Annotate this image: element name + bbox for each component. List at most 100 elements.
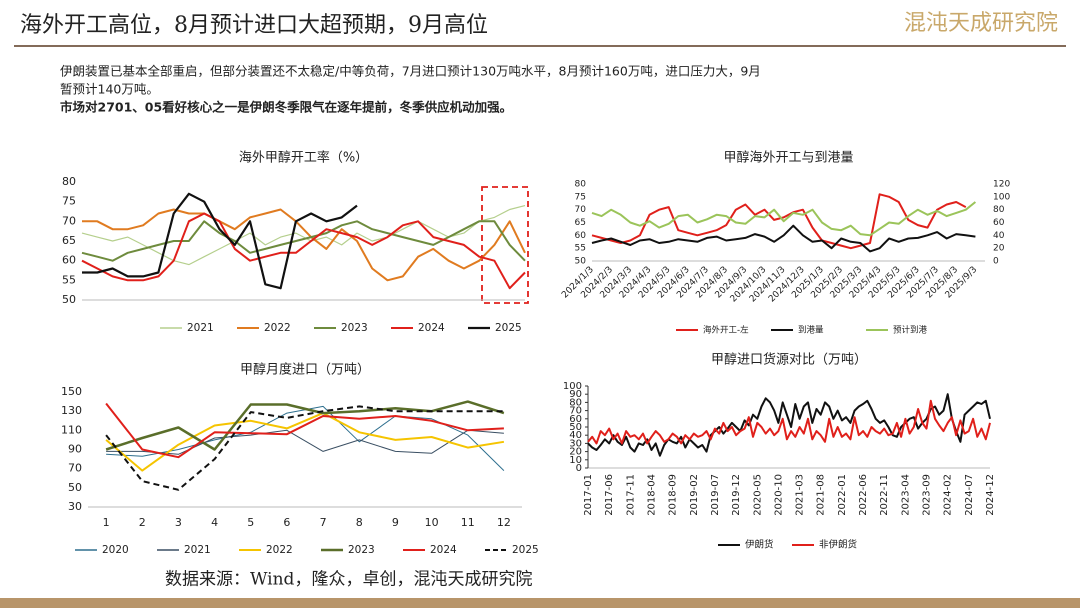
y-tick-label: 60 bbox=[569, 414, 582, 425]
legend-label: 2024 bbox=[430, 544, 457, 556]
x-tick-label: 11 bbox=[461, 516, 475, 529]
y-tick-label: 100 bbox=[563, 381, 582, 392]
y-tick-label: 50 bbox=[68, 481, 82, 494]
legend-label: 海外开工-左 bbox=[703, 325, 749, 336]
y-tick-label: 70 bbox=[569, 406, 582, 417]
y-tick-label: 55 bbox=[62, 273, 76, 286]
x-tick-label: 12 bbox=[497, 516, 511, 529]
x-tick-label: 1 bbox=[103, 516, 110, 529]
y2-tick-label: 120 bbox=[993, 180, 1010, 190]
series-line bbox=[591, 201, 977, 237]
legend-label: 2023 bbox=[341, 322, 368, 334]
x-tick-label: 2019-02 bbox=[689, 474, 700, 516]
y-tick-label: 30 bbox=[68, 500, 82, 513]
y-tick-label: 55 bbox=[575, 244, 586, 254]
y-tick-label: 50 bbox=[62, 293, 76, 306]
x-tick-label: 2017-11 bbox=[625, 474, 636, 516]
x-tick-label: 10 bbox=[425, 516, 439, 529]
series-line bbox=[591, 193, 967, 250]
footer-bar bbox=[0, 598, 1080, 608]
legend-label: 非伊朗货 bbox=[819, 539, 857, 551]
body-line: 伊朗装置已基本全部重启，但部分装置还不太稳定/中等负荷，7月进口预计130万吨水… bbox=[60, 64, 761, 79]
legend-label: 2022 bbox=[264, 322, 291, 334]
y-tick-label: 20 bbox=[569, 447, 582, 458]
series-line bbox=[81, 205, 526, 266]
source-note: 数据来源：Wind，隆众，卓创，混沌天成研究院 bbox=[165, 570, 532, 590]
y-tick-label: 80 bbox=[575, 180, 587, 190]
legend-label: 2024 bbox=[418, 322, 445, 334]
y-tick-label: 75 bbox=[575, 192, 586, 202]
y-tick-label: 65 bbox=[575, 218, 586, 228]
x-tick-label: 2024-12 bbox=[985, 474, 996, 516]
x-tick-label: 2019-07 bbox=[710, 474, 721, 516]
series-line bbox=[591, 224, 976, 253]
legend-label: 预计到港 bbox=[893, 325, 928, 336]
y-tick-label: 130 bbox=[61, 404, 82, 417]
highlight-box bbox=[481, 186, 529, 304]
y2-tick-label: 20 bbox=[993, 244, 1005, 254]
x-tick-label: 2023-04 bbox=[900, 474, 911, 516]
series-line bbox=[105, 400, 505, 451]
y-tick-label: 150 bbox=[61, 385, 82, 398]
x-tick-label: 2020-10 bbox=[773, 474, 784, 516]
x-tick-label: 2 bbox=[139, 516, 146, 529]
y-tick-label: 50 bbox=[575, 257, 587, 267]
x-tick-label: 2023-09 bbox=[922, 474, 933, 516]
y-tick-label: 65 bbox=[62, 234, 76, 247]
x-tick-label: 2022-11 bbox=[879, 474, 890, 516]
logo: 混沌天成研究院 bbox=[904, 11, 1058, 36]
y-tick-label: 75 bbox=[62, 195, 76, 208]
y2-tick-label: 40 bbox=[993, 231, 1005, 241]
y-tick-label: 0 bbox=[576, 463, 582, 474]
series-line bbox=[105, 402, 504, 459]
body-line: 暂预计140万吨。 bbox=[60, 82, 159, 97]
series-line bbox=[106, 405, 505, 471]
x-tick-label: 9 bbox=[392, 516, 399, 529]
x-tick-label: 2018-04 bbox=[646, 474, 657, 516]
y-tick-label: 70 bbox=[575, 205, 587, 215]
x-tick-label: 2019-12 bbox=[731, 474, 742, 516]
legend-label: 2021 bbox=[187, 322, 214, 334]
y2-tick-label: 60 bbox=[993, 218, 1005, 228]
y-tick-label: 60 bbox=[62, 254, 76, 267]
series-line bbox=[81, 220, 526, 262]
y-tick-label: 90 bbox=[569, 389, 582, 400]
legend-label: 2025 bbox=[512, 544, 539, 556]
body-line: 市场对2701、05看好核心之一是伊朗冬季限气在逐年提前，冬季供应机动加强。 bbox=[60, 100, 512, 115]
x-tick-label: 2021-08 bbox=[816, 474, 827, 516]
legend-label: 2020 bbox=[102, 544, 129, 556]
chart-title: 甲醇海外开工与到港量 bbox=[723, 150, 853, 166]
y-tick-label: 90 bbox=[68, 443, 82, 456]
x-tick-label: 5 bbox=[247, 516, 254, 529]
y-tick-label: 60 bbox=[575, 231, 587, 241]
legend-label: 到港量 bbox=[798, 325, 824, 336]
legend-label: 2021 bbox=[184, 544, 211, 556]
y-tick-label: 50 bbox=[569, 422, 582, 433]
series-line bbox=[105, 412, 505, 472]
x-tick-label: 2017-06 bbox=[604, 474, 615, 516]
y-tick-label: 110 bbox=[61, 423, 82, 436]
x-tick-label: 2024-07 bbox=[964, 474, 975, 516]
legend-label: 2022 bbox=[266, 544, 293, 556]
slide-title: 海外开工高位，8月预计进口大超预期，9月高位 bbox=[20, 13, 488, 38]
y-tick-label: 30 bbox=[569, 438, 582, 449]
series-line bbox=[106, 429, 504, 455]
x-tick-label: 2018-09 bbox=[668, 474, 679, 516]
series-line bbox=[587, 399, 991, 445]
x-tick-label: 2020-05 bbox=[752, 474, 763, 516]
series-line bbox=[105, 405, 504, 491]
y2-tick-label: 0 bbox=[993, 257, 999, 267]
x-tick-label: 7 bbox=[320, 516, 327, 529]
x-tick-label: 3 bbox=[175, 516, 182, 529]
series-line bbox=[82, 208, 526, 282]
series-line bbox=[81, 212, 526, 290]
y-tick-label: 80 bbox=[569, 397, 582, 408]
series-line bbox=[82, 192, 358, 290]
legend-label: 伊朗货 bbox=[745, 539, 774, 551]
legend-label: 2023 bbox=[348, 544, 375, 556]
chart-title: 海外甲醇开工率（%） bbox=[239, 150, 368, 166]
legend-label: 2025 bbox=[495, 322, 522, 334]
y-tick-label: 70 bbox=[68, 462, 82, 475]
